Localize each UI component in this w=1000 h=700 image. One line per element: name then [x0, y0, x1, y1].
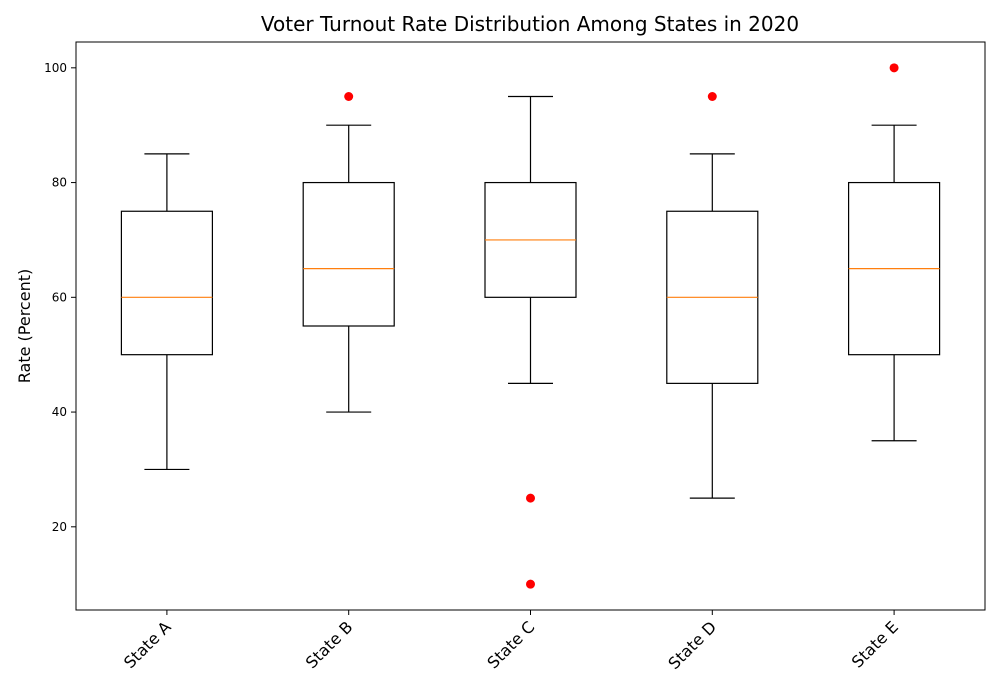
y-tick-label: 80: [52, 176, 67, 190]
x-tick-label: State A: [120, 617, 175, 672]
outlier-point: [526, 579, 535, 589]
box-iqr: [120, 210, 214, 356]
y-tick-label: 20: [52, 520, 67, 534]
y-tick-label: 60: [52, 290, 67, 304]
plot-area: 20 40 60 80 100 State A State B State C State D S…: [44, 41, 986, 673]
y-axis-label: Rate (Percent): [15, 269, 34, 383]
outlier-point: [707, 92, 717, 102]
y-tick-label: 40: [52, 405, 67, 419]
outlier-point: [344, 92, 354, 102]
x-tick-label: State B: [302, 617, 357, 672]
outlier-point: [889, 63, 899, 73]
outlier-point: [526, 493, 535, 503]
x-tick-label: State E: [848, 617, 902, 671]
x-tick-label: State D: [664, 617, 720, 673]
y-tick-label: 100: [44, 61, 67, 75]
chart-title: Voter Turnout Rate Distribution Among St…: [261, 12, 799, 36]
x-tick-label: State C: [483, 617, 538, 672]
box-iqr: [302, 181, 395, 327]
